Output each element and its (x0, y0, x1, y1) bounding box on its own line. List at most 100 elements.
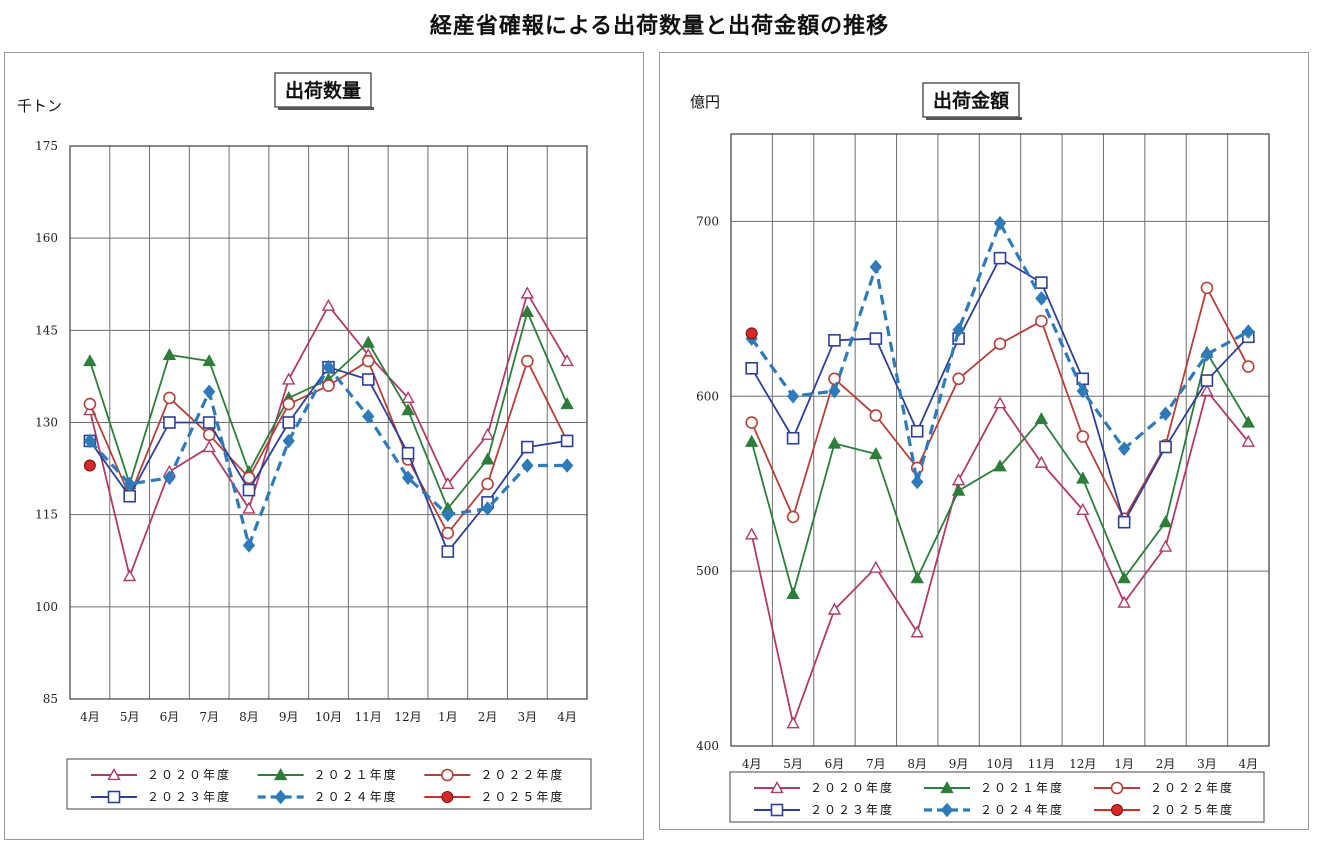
chart-title: 出荷数量 (285, 79, 361, 102)
data-point (1076, 383, 1089, 399)
data-point (83, 459, 96, 472)
data-point (786, 510, 800, 524)
data-point (321, 298, 336, 311)
data-point (202, 354, 216, 367)
data-point (282, 397, 296, 411)
data-point (1241, 434, 1255, 447)
legend-box (729, 771, 1265, 823)
y-tick-label: 400 (696, 739, 719, 753)
data-point (481, 477, 494, 491)
data-point (828, 334, 841, 347)
y-tick-label: 130 (35, 416, 58, 430)
data-point (203, 384, 216, 400)
x-tick-label: 1月 (1114, 757, 1134, 771)
data-point (869, 409, 883, 422)
data-point (951, 473, 966, 486)
legend-label: ２０２４年度 (980, 802, 1064, 817)
y-tick-label: 500 (696, 564, 719, 578)
legend-marker (1111, 804, 1123, 816)
data-point (122, 569, 137, 582)
x-tick-label: 11月 (1028, 757, 1055, 771)
data-point (83, 354, 97, 367)
data-point (480, 427, 495, 440)
data-point (441, 545, 455, 558)
data-point (1159, 406, 1172, 422)
legend-box (66, 758, 592, 810)
y-axis-unit-label: 億円 (690, 93, 720, 111)
data-point (910, 424, 924, 438)
data-point (560, 434, 574, 448)
x-tick-label: 4月 (557, 710, 577, 724)
x-tick-label: 7月 (866, 757, 886, 771)
chart-title: 出荷金額 (933, 89, 1009, 112)
data-point (521, 354, 534, 368)
x-tick-label: 5月 (120, 710, 140, 724)
data-point (951, 483, 966, 496)
data-point (441, 526, 455, 540)
data-point (1117, 595, 1131, 608)
series-line (88, 365, 568, 547)
y-tick-label: 175 (35, 139, 58, 153)
x-tick-label: 3月 (518, 710, 538, 724)
legend-label: ２０２０年度 (147, 767, 231, 782)
x-tick-label: 9月 (949, 757, 969, 771)
x-tick-label: 5月 (783, 757, 803, 771)
data-point (1076, 430, 1090, 443)
legend-label: ２０２０年度 (810, 780, 894, 795)
data-point (1034, 455, 1049, 468)
data-point (322, 359, 335, 375)
data-point (745, 327, 758, 340)
y-tick-label: 700 (696, 214, 719, 228)
x-tick-label: 6月 (825, 757, 845, 771)
data-point (401, 446, 415, 460)
x-tick-label: 6月 (160, 710, 180, 724)
x-tick-label: 4月 (1238, 757, 1258, 771)
legend-marker (107, 790, 121, 804)
legend-marker (1110, 781, 1124, 795)
data-point (242, 471, 256, 485)
chart-title-shadow (278, 107, 374, 110)
data-point (745, 362, 758, 375)
data-point (786, 716, 800, 729)
legend-marker (441, 768, 454, 782)
data-point (1242, 360, 1255, 373)
data-point (123, 489, 136, 503)
data-point (361, 373, 375, 386)
data-point (869, 332, 883, 345)
legend-marker (940, 781, 954, 794)
chart-title-box (274, 72, 372, 108)
data-point (1117, 441, 1131, 457)
legend-marker (441, 791, 454, 803)
data-point (242, 483, 256, 497)
data-point (481, 501, 494, 516)
data-point (745, 527, 759, 540)
data-point (123, 476, 136, 492)
legend-label: ２０２３年度 (810, 802, 894, 817)
y-axis-unit-label: 千トン (17, 97, 62, 115)
data-point (163, 416, 176, 429)
y-tick-label: 100 (35, 600, 58, 614)
legend-marker (940, 802, 954, 818)
data-point (322, 379, 335, 392)
data-point (1076, 471, 1090, 484)
series-line (89, 292, 568, 578)
series-line (89, 310, 568, 510)
amount-chart: 出荷金額 億円 400 500 600 700 4月 5月 6月 7月 8月 9月 10月 11月 12月 1… (690, 82, 1270, 823)
x-tick-label: 8月 (239, 710, 259, 724)
data-point (560, 458, 574, 473)
data-point (1241, 415, 1255, 428)
data-point (869, 259, 883, 275)
data-point (521, 440, 534, 454)
data-point (83, 397, 97, 411)
legend-label: ２０２５年度 (480, 789, 564, 804)
data-point (520, 304, 535, 317)
plot-area-frame (730, 133, 1270, 747)
data-point (1117, 571, 1131, 584)
series-line (750, 390, 1250, 725)
data-point (362, 409, 375, 424)
quantity-chart-panel: 出荷数量 千トン 85 100 115 130 145 160 175 4月 5月 6月 7月 8月 9月 1… (4, 52, 644, 840)
data-point (202, 416, 216, 429)
x-tick-label: 1月 (438, 710, 458, 724)
x-tick-label: 7月 (199, 710, 219, 724)
